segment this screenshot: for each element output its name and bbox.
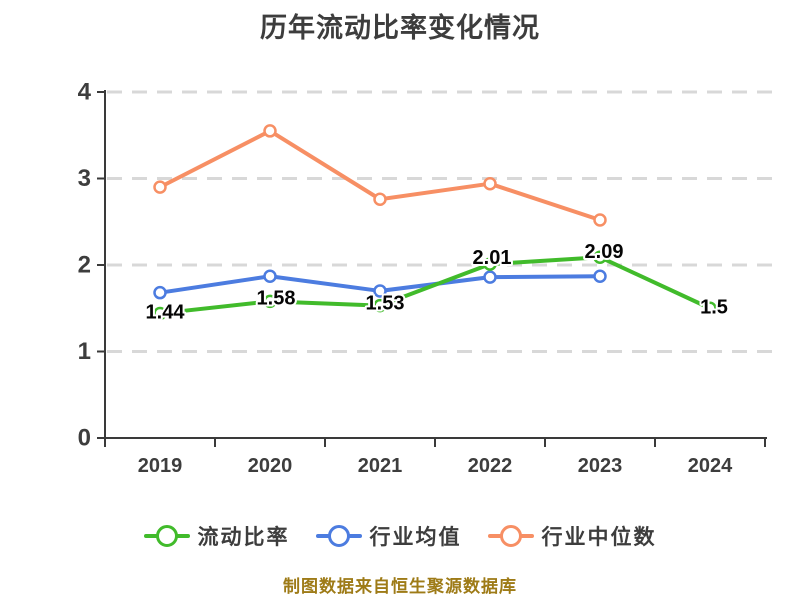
data-point-industry-median [593, 213, 607, 227]
chart-title: 历年流动比率变化情况 [260, 13, 540, 43]
data-point-current-ratio [703, 301, 717, 315]
legend-label: 行业均值 [369, 526, 462, 549]
series-line-industry-median [158, 128, 602, 223]
legend-line-marker-icon [143, 525, 190, 547]
data-point-industry-average [373, 284, 387, 298]
data-point-industry-median [483, 176, 497, 191]
x-axis-label: 2019 [138, 455, 183, 477]
data-point-current-ratio [593, 250, 607, 264]
legend-line-marker-icon [315, 525, 362, 547]
x-axis-label: 2020 [248, 455, 293, 477]
data-point-industry-median [263, 124, 277, 138]
legend-line-marker-icon [487, 525, 534, 547]
data-point-industry-median [373, 192, 387, 207]
data-point-industry-average [593, 269, 607, 283]
legend: 流动比率 行业均值 行业中位数 [0, 516, 800, 556]
data-label-current-ratio: 1.53 [366, 293, 405, 315]
data-point-industry-median [153, 180, 167, 194]
data-point-industry-average [483, 270, 497, 284]
legend-item-industry-median[interactable]: 行业中位数 [487, 521, 657, 551]
y-axis-label: 0 [78, 425, 91, 452]
data-point-industry-average [263, 269, 277, 283]
data-source-note: 制图数据来自恒生聚源数据库 [283, 577, 517, 596]
data-label-current-ratio: 2.09 [585, 241, 624, 263]
data-point-current-ratio [373, 298, 387, 313]
data-point-current-ratio [153, 306, 167, 321]
data-point-industry-average [153, 285, 167, 300]
x-axis-label: 2021 [358, 455, 403, 477]
series-line-current-ratio [158, 255, 712, 316]
legend-item-current-ratio[interactable]: 流动比率 [143, 521, 290, 551]
y-axis-label: 1 [78, 338, 91, 365]
y-axis-label: 3 [78, 165, 91, 192]
data-label-current-ratio: 1.44 [146, 301, 186, 323]
legend-item-industry-average[interactable]: 行业均值 [315, 521, 462, 551]
data-point-current-ratio [263, 294, 277, 309]
data-label-current-ratio: 2.01 [473, 247, 512, 269]
x-axis-label: 2022 [468, 455, 513, 477]
x-axis-label: 2024 [688, 455, 733, 477]
data-label-current-ratio: 1.5 [700, 296, 728, 318]
y-axis-label: 4 [78, 79, 92, 106]
legend-label: 行业中位数 [541, 526, 657, 549]
x-axis-label: 2023 [578, 455, 623, 477]
data-point-current-ratio [483, 257, 497, 271]
data-label-current-ratio: 1.58 [257, 287, 296, 309]
legend-label: 流动比率 [197, 526, 290, 549]
y-axis-label: 2 [78, 252, 91, 279]
